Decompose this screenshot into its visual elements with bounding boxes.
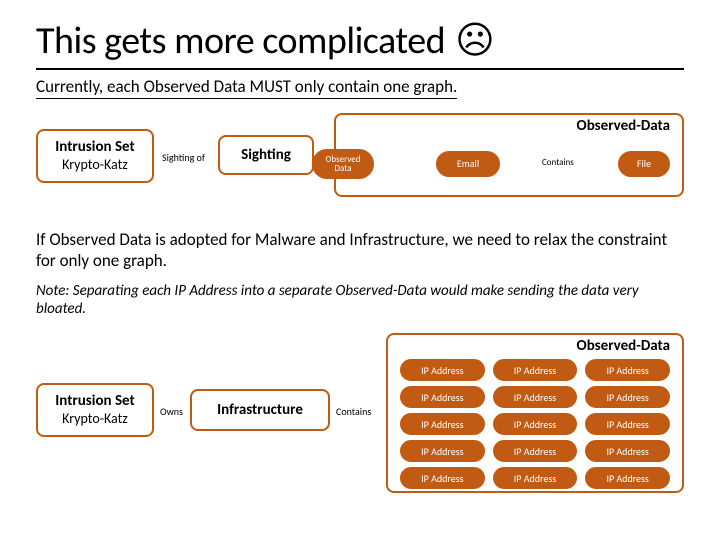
edge-label-owns: Owns: [160, 405, 183, 418]
pill-ip-address: IP Address: [400, 413, 485, 435]
node-intrusion-set-title: Intrusion Set: [38, 139, 152, 156]
pill-ip-address: IP Address: [493, 413, 578, 435]
pill-ip-address: IP Address: [400, 440, 485, 462]
pill-ip-address: IP Address: [585, 386, 670, 408]
pill-ip-address: IP Address: [493, 467, 578, 489]
edge-label-contains-2: Contains: [336, 405, 371, 418]
node-sighting: Sighting: [218, 135, 314, 175]
observed-data-title: Observed-Data: [336, 115, 682, 135]
node-intrusion-set-2-subtitle: Krypto-Katz: [38, 411, 152, 427]
observed-data-title-2: Observed-Data: [388, 335, 682, 359]
node-observed-data-container-2: Observed-Data IP Address IP Address IP A…: [386, 333, 684, 493]
pill-ip-address: IP Address: [585, 413, 670, 435]
node-intrusion-set-subtitle: Krypto-Katz: [38, 157, 152, 173]
pill-ip-address: IP Address: [400, 386, 485, 408]
sad-face-icon: ☹: [455, 22, 495, 60]
pill-ip-address: IP Address: [585, 467, 670, 489]
pill-file: File: [618, 151, 670, 177]
node-intrusion-set-2-title: Intrusion Set: [38, 393, 152, 410]
pill-ip-address: IP Address: [493, 440, 578, 462]
pill-observed-data: Observed Data: [312, 149, 374, 179]
node-intrusion-set-2: Intrusion Set Krypto-Katz: [36, 383, 154, 437]
pill-ip-address: IP Address: [585, 359, 670, 381]
observed-data-inner: Observed Data Email Contains File: [336, 135, 682, 187]
ip-address-grid: IP Address IP Address IP Address IP Addr…: [388, 359, 682, 497]
pill-ip-address: IP Address: [493, 386, 578, 408]
edge-label-contains: Contains: [542, 157, 574, 168]
note-paragraph: Note: Separating each IP Address into a …: [36, 282, 684, 320]
title-row: This gets more complicated ☹: [36, 18, 684, 70]
pill-ip-address: IP Address: [400, 359, 485, 381]
node-infrastructure: Infrastructure: [190, 389, 330, 431]
pill-ip-address: IP Address: [585, 440, 670, 462]
node-observed-data-container: Observed-Data Observed Data Email Contai…: [334, 113, 684, 197]
pill-ip-address: IP Address: [400, 467, 485, 489]
page-title: This gets more complicated: [36, 18, 445, 64]
diagram-infrastructure: Intrusion Set Krypto-Katz Owns Infrastru…: [36, 333, 684, 503]
edge-label-sighting-of: Sighting of: [162, 151, 205, 164]
diagram-sighting: Intrusion Set Krypto-Katz Sighting of Si…: [36, 113, 684, 209]
pill-email: Email: [436, 151, 500, 177]
pill-ip-address: IP Address: [493, 359, 578, 381]
body-paragraph: If Observed Data is adopted for Malware …: [36, 229, 684, 272]
subtitle: Currently, each Observed Data MUST only …: [36, 76, 457, 99]
node-intrusion-set: Intrusion Set Krypto-Katz: [36, 129, 154, 183]
